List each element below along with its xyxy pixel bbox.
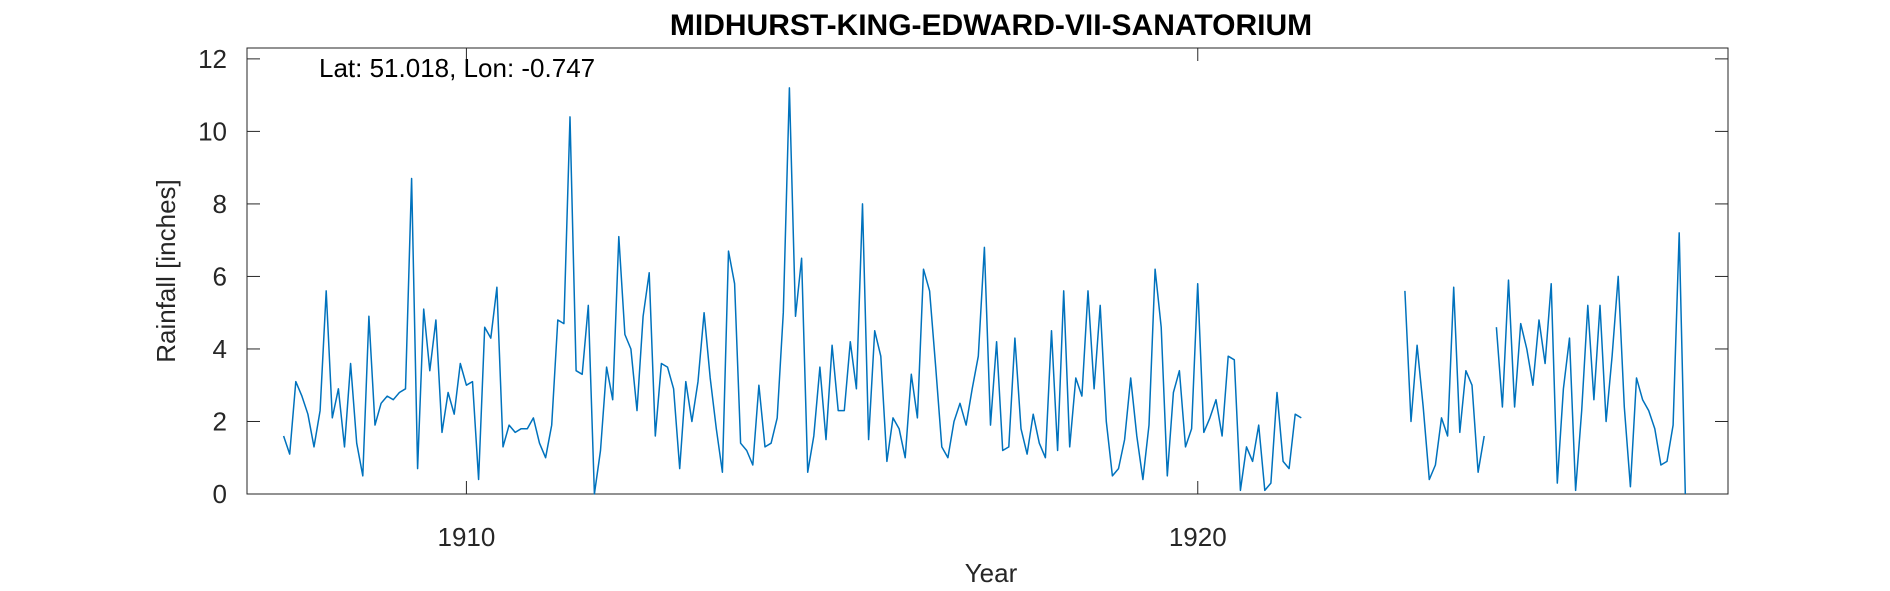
x-axis-label: Year [965, 558, 1018, 588]
y-tick-label: 10 [198, 116, 227, 146]
series-group [282, 87, 1687, 495]
y-tick-label: 12 [198, 44, 227, 74]
x-axis: 1910 1920 [437, 48, 1227, 552]
y-tick-label: 4 [213, 334, 227, 364]
y-tick-label: 8 [213, 189, 227, 219]
y-tick-label: 6 [213, 261, 227, 291]
plot-area [246, 47, 1729, 495]
series-line [1404, 286, 1485, 481]
series-line [1495, 232, 1687, 495]
location-annotation: Lat: 51.018, Lon: -0.747 [319, 53, 595, 83]
y-axis-label: Rainfall [inches] [151, 179, 181, 363]
y-tick-label: 0 [213, 479, 227, 509]
series-line [282, 87, 1302, 495]
y-tick-label: 2 [213, 406, 227, 436]
x-tick-label: 1910 [437, 522, 495, 552]
chart-title: MIDHURST-KING-EDWARD-VII-SANATORIUM [670, 9, 1312, 42]
x-tick-label: 1920 [1169, 522, 1227, 552]
y-axis: 0 2 4 6 8 10 12 [198, 44, 1728, 509]
